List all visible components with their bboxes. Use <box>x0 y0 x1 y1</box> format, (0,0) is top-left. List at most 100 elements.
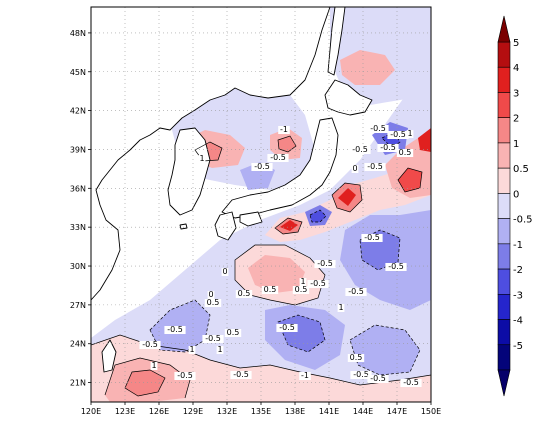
colorbar-tick-label: 0 <box>513 189 519 200</box>
latitude-tick-label: 24N <box>70 340 86 349</box>
contour-value-label: -0.5 <box>205 334 221 343</box>
contour-value-label: 0.5 <box>295 285 308 294</box>
latitude-tick-label: 33N <box>70 223 86 232</box>
colorbar-segment <box>497 92 511 118</box>
positive-anomaly-east-max <box>338 188 356 206</box>
latitude-tick-label: 42N <box>70 107 86 116</box>
contour-value-label: -0.5 <box>310 279 326 288</box>
contour-label-background <box>396 149 414 157</box>
colorbar-tick-label: 0.5 <box>513 164 529 175</box>
contour-label-background <box>367 375 389 383</box>
colorbar-segment <box>497 294 511 320</box>
contour-label-background <box>347 354 365 362</box>
contour-label-background <box>216 346 224 354</box>
asian-mainland <box>91 7 331 301</box>
colorbar-segment <box>497 117 511 144</box>
longitude-tick-label: 123E <box>115 407 135 416</box>
positive-anomaly-south-max <box>125 370 165 396</box>
contour-value-label: -0.5 <box>403 378 419 387</box>
contour-label-background <box>198 155 206 163</box>
longitude-tick-label: 132E <box>217 407 237 416</box>
contour-value-label: 0.5 <box>264 285 277 294</box>
colorbar-segment <box>497 167 511 194</box>
contour-labels: -0.5-0.51-1 -0.5-0.5-0.5-0.51-0.500.5-0.5… <box>139 124 422 387</box>
contour-label-background <box>221 268 229 276</box>
kyushu <box>214 211 237 241</box>
colorbar-segment <box>497 41 511 68</box>
contour-value-label: -0.5 <box>279 323 295 332</box>
contour-value-label: -0.5 <box>353 370 369 379</box>
contour-value-label: -0.5 <box>370 374 386 383</box>
colorbar-tick-label: -3 <box>513 290 523 301</box>
positive-anomaly-central-core <box>248 255 305 293</box>
positive-anomaly-okhotsk <box>340 50 395 85</box>
contour-label-background <box>299 278 307 286</box>
map-panel: -0.5-0.51-1 -0.5-0.5-0.5-0.51-0.500.5-0.5… <box>70 6 441 416</box>
contour-label-background <box>367 125 389 133</box>
longitude-tick-label: 141E <box>319 407 339 416</box>
latitude-tick-label: 36N <box>70 184 86 193</box>
positive-anomaly-ne-edge <box>418 128 431 152</box>
contour-value-label: -0.5 <box>390 130 406 139</box>
contour-negative <box>359 229 401 271</box>
contour-label-background <box>202 335 224 343</box>
contour-label-background <box>164 326 186 334</box>
contour-label-background <box>276 324 298 332</box>
colorbar: 5 4 3 2 1 0.5 0 -0.5 -1 -2 -3 -4 -5 <box>497 15 533 397</box>
contour-negative <box>381 131 401 149</box>
contour-value-label: 0 <box>208 290 213 299</box>
contour-value-label: -0.5 <box>388 262 404 271</box>
contour-value-label: 1 <box>338 303 343 312</box>
contour-negative <box>309 209 327 223</box>
contour-positive <box>397 167 423 193</box>
contour-label-background <box>204 299 222 307</box>
colorbar-segment <box>497 218 511 245</box>
contour-label-background <box>267 154 289 162</box>
colorbar-tick-label: 2 <box>513 114 519 125</box>
contour-positive <box>104 357 191 399</box>
contour-negative <box>349 324 421 376</box>
contour-negative <box>149 299 211 353</box>
longitude-tick-label: 150E <box>421 407 441 416</box>
colorbar-tick-label: -1 <box>513 240 523 251</box>
contour-value-label: 1 <box>189 345 194 354</box>
colorbar-segment <box>497 319 511 346</box>
contour-label-background <box>364 163 386 171</box>
longitude-tick-label: 129E <box>183 407 203 416</box>
longitude-axis: 120E 123E 126E 129E 132E 135E 138E 141E 144E 147E… <box>81 402 441 416</box>
contour-value-label: 0.5 <box>207 298 220 307</box>
positive-anomaly-kuroshio-max <box>280 220 298 231</box>
contour-value-label: -0.5 <box>370 124 386 133</box>
longitude-tick-label: 120E <box>81 407 101 416</box>
contour-lines-negative <box>149 131 421 376</box>
latitude-tick-label: 27N <box>70 301 86 310</box>
contour-positive <box>331 182 363 213</box>
latitude-tick-label: 30N <box>70 262 86 271</box>
contour-value-label: -0.5 <box>348 287 364 296</box>
contour-value-label: 0.5 <box>238 289 251 298</box>
colorbar-min-arrow <box>497 369 511 397</box>
latitude-tick-label: 21N <box>70 379 86 388</box>
contour-label-background <box>174 372 196 380</box>
contour-label-background <box>385 263 407 271</box>
colorbar-tick-label: -2 <box>513 265 523 276</box>
colorbar-tick-label: 1 <box>513 139 519 150</box>
contour-value-label: 0.5 <box>350 353 363 362</box>
contour-label-background <box>139 341 161 349</box>
latitude-tick-label: 39N <box>70 145 86 154</box>
contour-label-background <box>345 288 367 296</box>
contour-label-background <box>251 163 273 171</box>
contour-label-background <box>307 280 329 288</box>
negative-anomaly-honshu-south-core <box>310 210 326 222</box>
contour-label-background <box>387 131 409 139</box>
contour-label-background <box>299 372 311 380</box>
contour-label-background <box>230 371 252 379</box>
colorbar-segment <box>497 268 511 295</box>
colorbar-tick-label: -0.5 <box>513 215 533 226</box>
contour-positive <box>124 369 166 397</box>
colorbar-tick-label: -5 <box>513 341 523 352</box>
contour-value-label: 0 <box>222 267 227 276</box>
latitude-tick-label: 48N <box>70 29 86 38</box>
colorbar-max-arrow <box>497 15 511 43</box>
